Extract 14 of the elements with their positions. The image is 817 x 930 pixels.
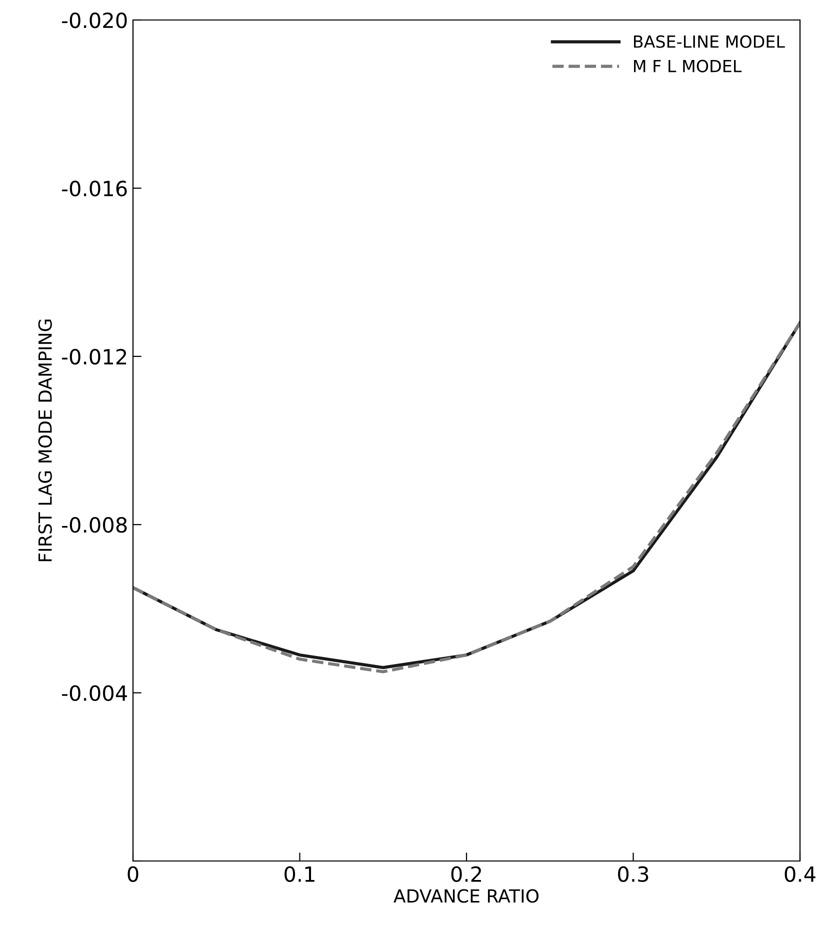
y-tick-label: -0.020 [62, 12, 127, 28]
y-tick-label: -0.008 [62, 517, 127, 533]
y-tick-label: -0.016 [62, 180, 127, 196]
x-tick-label: 0.1 [284, 866, 314, 882]
x-tick-label: 0 [128, 866, 138, 882]
legend-label: M F L MODEL [634, 60, 742, 72]
y-tick-label: -0.012 [62, 348, 126, 365]
x-tick-label: 0.2 [451, 866, 481, 882]
x-axis-title: ADVANCE RATIO [394, 889, 539, 903]
x-tick-label: 0.4 [784, 866, 816, 882]
y-axis-title: FIRST LAG MODE DAMPING [38, 320, 52, 562]
legend-label: BASE-LINE MODEL [634, 35, 785, 48]
y-tick-label: -0.004 [62, 685, 127, 702]
x-tick-label: 0.3 [618, 866, 648, 882]
